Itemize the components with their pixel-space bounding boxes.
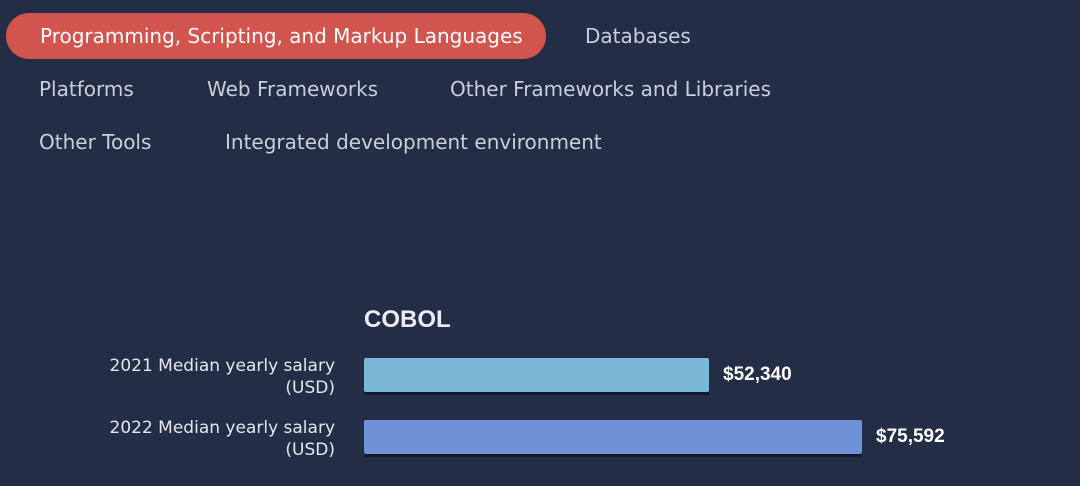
tab-other-frameworks-libraries[interactable]: Other Frameworks and Libraries [450,77,771,101]
category-label-2022-line2: (USD) [285,440,335,460]
category-label-2022: 2022 Median yearly salary (USD) [75,417,335,461]
value-label-2022: $75,592 [876,426,945,447]
value-label-2021: $52,340 [723,364,792,385]
chart-title: COBOL [364,306,451,333]
bar-2022 [364,420,862,454]
category-label-2021-line1: 2021 Median yearly salary [109,356,335,376]
category-label-2021: 2021 Median yearly salary (USD) [75,355,335,399]
tab-programming-scripting-markup[interactable]: Programming, Scripting, and Markup Langu… [6,13,546,59]
category-label-2021-line2: (USD) [285,378,335,398]
tab-databases[interactable]: Databases [585,24,691,48]
tab-other-tools[interactable]: Other Tools [39,130,152,154]
bar-2021 [364,358,709,392]
category-label-2022-line1: 2022 Median yearly salary [109,418,335,438]
tab-web-frameworks[interactable]: Web Frameworks [207,77,379,101]
tab-platforms[interactable]: Platforms [39,77,134,101]
tab-ide[interactable]: Integrated development environment [225,130,602,154]
